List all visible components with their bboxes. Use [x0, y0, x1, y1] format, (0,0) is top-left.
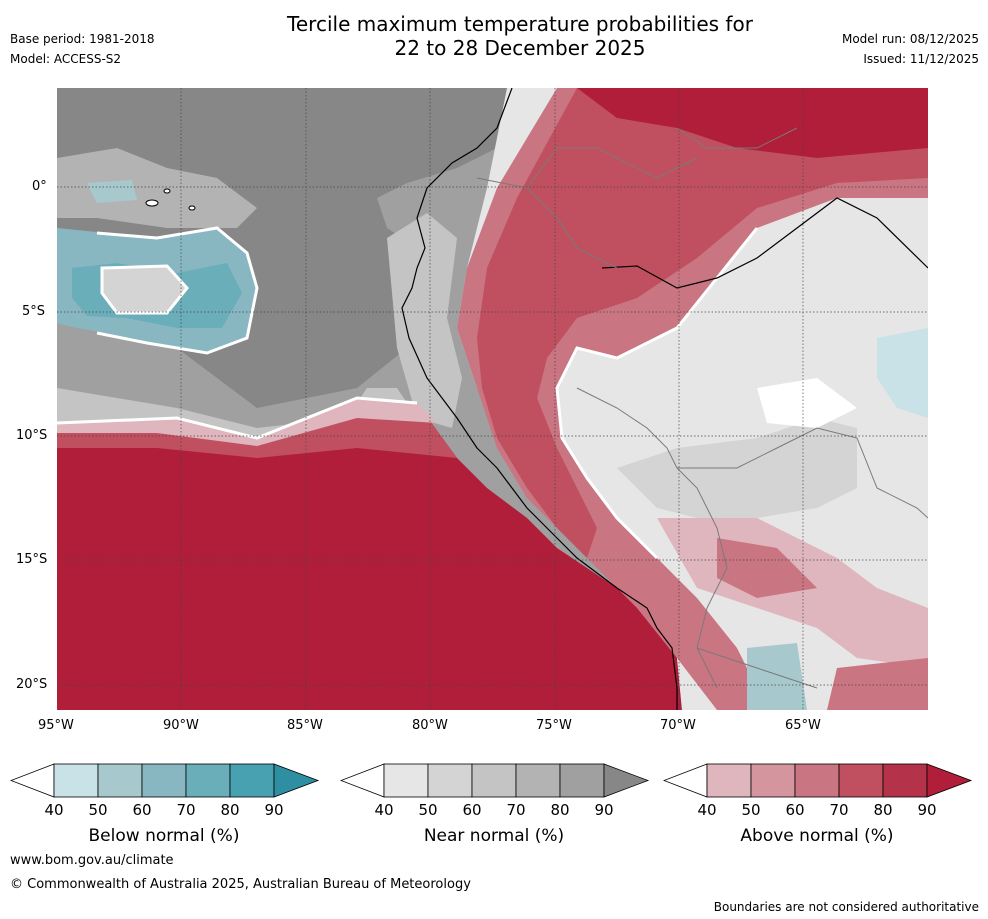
country-borders — [476, 127, 928, 689]
colorbar-near — [340, 763, 650, 798]
colorbar-tick: 40 — [374, 801, 394, 819]
colorbar-label-below: Below normal (%) — [88, 826, 240, 846]
colorbar-segment — [559, 763, 605, 798]
above-normal-80-land — [477, 88, 928, 558]
lon-label-85w: 85°W — [287, 718, 323, 733]
colorbar-tick: 80 — [220, 801, 240, 819]
coastline — [401, 88, 678, 710]
colorbar-tick: 90 — [594, 801, 614, 819]
colorbar-tick: 80 — [873, 801, 893, 819]
colorbar-segment — [340, 763, 385, 798]
base-period: Base period: 1981-2018 — [10, 32, 155, 46]
lon-label-80w: 80°W — [412, 718, 448, 733]
colorbar-tick: 70 — [506, 801, 526, 819]
colorbar-label-above: Above normal (%) — [740, 826, 894, 846]
colorbar-below — [10, 763, 320, 798]
contour-line — [555, 227, 759, 560]
issued-date: Issued: 11/12/2025 — [863, 52, 979, 66]
lon-label-75w: 75°W — [536, 718, 572, 733]
above-normal-40-band — [57, 398, 437, 446]
colorbar-segment — [10, 763, 55, 798]
above-normal-90-ocean — [57, 398, 682, 710]
contour-line — [57, 396, 418, 440]
colorbar-segment — [229, 763, 275, 798]
colorbar-tick: 40 — [697, 801, 717, 819]
colorbar-segment — [794, 763, 840, 798]
colorbar-label-near: Near normal (%) — [423, 826, 565, 846]
near-normal-band — [57, 388, 452, 468]
colorbar-above — [663, 763, 973, 798]
colorbar-segment — [471, 763, 517, 798]
colorbar-tick: 70 — [176, 801, 196, 819]
colorbar-segment — [427, 763, 473, 798]
colorbar-segment — [926, 763, 973, 798]
white-land-patch — [757, 378, 857, 428]
colorbar-segment — [97, 763, 143, 798]
island — [188, 205, 196, 211]
lat-label-20s: 20°S — [16, 677, 48, 692]
colorbar-segment — [383, 763, 429, 798]
meta-right: Model run: 08/12/2025 Issued: 11/12/2025 — [842, 32, 979, 66]
footer-copyright: © Commonwealth of Australia 2025, Austra… — [10, 877, 471, 892]
chart-title: Tercile maximum temperature probabilitie… — [0, 12, 988, 60]
river-line — [601, 197, 928, 289]
near-normal-inner-region — [102, 266, 187, 313]
lon-label-65w: 65°W — [785, 718, 821, 733]
chart-title-line1: Tercile maximum temperature probabilitie… — [287, 12, 753, 36]
near-normal-coast-region — [387, 213, 462, 428]
lat-label-0: 0° — [32, 179, 47, 194]
chart-title-line2: 22 to 28 December 2025 — [394, 36, 646, 60]
lat-label-15s: 15°S — [16, 552, 48, 567]
above-normal-70-far-southeast — [827, 658, 928, 710]
lat-label-10s: 10°S — [16, 428, 48, 443]
colorbar-segment — [141, 763, 187, 798]
contour-line — [100, 264, 189, 315]
colorbar-segment — [515, 763, 561, 798]
model-name: Model: ACCESS-S2 — [10, 52, 122, 66]
colorbar-tick: 60 — [462, 801, 482, 819]
colorbar-tick: 90 — [264, 801, 284, 819]
colorbar-tick: 60 — [132, 801, 152, 819]
colorbar-segment — [53, 763, 99, 798]
model-run: Model run: 08/12/2025 — [841, 32, 979, 46]
below-normal-small-region — [87, 180, 137, 203]
lon-label-70w: 70°W — [660, 718, 696, 733]
colorbar-segment — [838, 763, 884, 798]
near-normal-70-region — [57, 148, 257, 228]
colorbar-tick: 40 — [44, 801, 64, 819]
colorbar-segment — [706, 763, 752, 798]
colorbar-segment — [273, 763, 320, 798]
probability-map — [57, 88, 928, 710]
footer-url: www.bom.gov.au/climate — [10, 853, 174, 868]
gridlines — [57, 88, 928, 710]
colorbar-tick: 70 — [829, 801, 849, 819]
below-normal-southeast-patch — [747, 643, 807, 710]
below-normal-land-patch — [877, 328, 928, 418]
colorbar-segment — [750, 763, 796, 798]
lon-label-90w: 90°W — [163, 718, 199, 733]
footer-disclaimer: Boundaries are not considered authoritat… — [713, 900, 979, 914]
colorbar-segment — [882, 763, 928, 798]
lon-label-95w: 95°W — [38, 718, 74, 733]
island — [163, 188, 171, 194]
colorbar-segment — [603, 763, 650, 798]
colorbar-segment — [663, 763, 708, 798]
island — [145, 199, 159, 207]
colorbar-tick: 80 — [550, 801, 570, 819]
colorbar-tick: 50 — [88, 801, 108, 819]
meta-left: Base period: 1981-2018 Model: ACCESS-S2 — [10, 32, 155, 66]
colorbar-tick: 50 — [741, 801, 761, 819]
colorbar-segment — [185, 763, 231, 798]
colorbar-tick: 50 — [418, 801, 438, 819]
colorbar-tick: 60 — [785, 801, 805, 819]
lat-label-5s: 5°S — [22, 304, 46, 319]
above-normal-90-north — [577, 88, 928, 158]
colorbar-tick: 90 — [917, 801, 937, 819]
above-normal-70-southeast — [717, 538, 817, 598]
contour-line — [96, 226, 259, 355]
